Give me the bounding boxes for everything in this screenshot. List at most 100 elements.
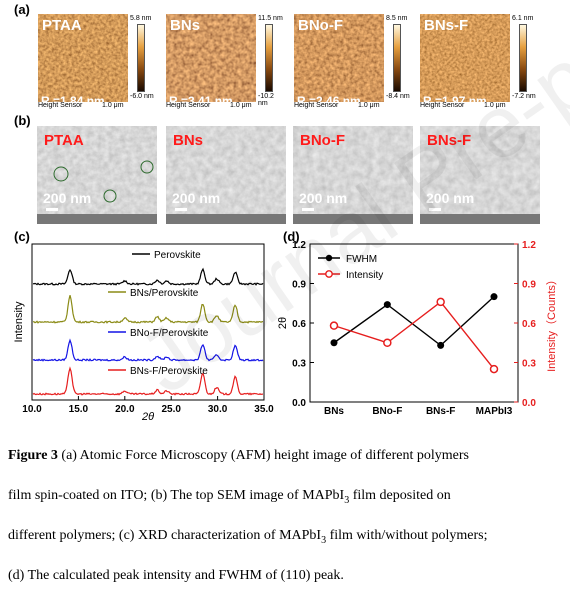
x-category-label: BNo-F	[372, 406, 402, 417]
y-axis-label-left: 2θ	[278, 317, 289, 329]
fwhm-intensity-chart: 0.0 0.0 0.3 0.3 0.6 0.6 0.9 0.9 1.2 1.2 BNs BNo-F BN…	[278, 240, 558, 417]
afm-image-bns: BNs R =3.41 nm 11.5 nm -10.2 nm Height S…	[166, 14, 284, 110]
x-tick-label: 25.0	[161, 404, 181, 415]
legend-label: Perovskite	[154, 250, 201, 261]
caption-text: (a) Atomic Force Microscopy (AFM) height…	[57, 448, 469, 463]
sem-title: BNo-F	[300, 132, 345, 149]
sem-image-bns-f: BNs-F 200 nm	[420, 126, 540, 224]
afm-title: PTAA	[42, 17, 82, 34]
sem-title: PTAA	[44, 132, 84, 149]
sem-image-ptaa: PTAA 200 nm	[37, 126, 157, 224]
afm-image-bno-f: BNo-F R =2.46 nm 8.5 nm -8.4 nm Height S…	[294, 14, 412, 110]
colorbar	[265, 24, 273, 92]
colorbar-max: 5.8 nm	[130, 15, 152, 22]
panel-label-c: (c)	[14, 229, 30, 244]
y-tick-label-left: 0.9	[292, 280, 306, 291]
afm-scale-label: 1.0 μm	[230, 102, 252, 109]
y-tick-label-right: 0.0	[522, 398, 536, 409]
caption-text: film with/without polymers;	[326, 528, 488, 543]
y-tick-label-right: 0.3	[522, 359, 536, 370]
plot-frame	[31, 243, 265, 401]
data-point	[489, 364, 499, 374]
caption-line-3: different polymers; (c) XRD characteriza…	[8, 528, 564, 549]
caption-text: (d) The calculated peak intensity and FW…	[8, 568, 344, 583]
colorbar-min: -7.2 nm	[512, 93, 536, 100]
y-axis-label: Intensity	[13, 301, 25, 342]
sem-info-strip	[293, 214, 413, 224]
afm-height-map	[294, 14, 384, 102]
subscript: 3	[344, 494, 350, 506]
xrd-series-line	[32, 338, 264, 362]
x-tick-label: 20.0	[115, 404, 135, 415]
panel-label-b: (b)	[14, 113, 31, 128]
subscript: 3	[321, 534, 327, 546]
afm-texture	[166, 14, 256, 102]
colorbar	[137, 24, 145, 92]
afm-height-map	[420, 14, 510, 102]
sem-scalebar-label: 200 nm	[426, 190, 475, 206]
sem-scalebar	[175, 208, 187, 211]
afm-roughness: R =1.97 nm	[423, 94, 487, 108]
sem-texture	[37, 126, 157, 224]
legend-label: BNo-F/Perovskite	[130, 328, 209, 339]
afm-sensor-label: Height Sensor	[294, 102, 339, 109]
legend-marker	[325, 254, 333, 262]
afm-roughness: R =3.41 nm	[169, 94, 233, 108]
y-tick-label-left: 0.6	[292, 319, 306, 330]
x-tick-label: 10.0	[22, 404, 42, 415]
afm-height-map	[38, 14, 128, 102]
colorbar-min: -6.0 nm	[130, 93, 154, 100]
sem-texture	[420, 126, 540, 224]
sem-title: BNs	[173, 132, 204, 149]
xrd-series-line	[32, 295, 264, 324]
xrd-series-line	[32, 267, 264, 286]
sem-scalebar	[302, 208, 314, 211]
afm-texture	[294, 14, 384, 102]
sem-scalebar-label: 200 nm	[43, 190, 92, 206]
sem-scalebar	[46, 208, 58, 211]
sem-image-bno-f: BNo-F 200 nm	[293, 126, 413, 224]
data-point	[383, 301, 391, 309]
legend-label: Intensity	[346, 270, 383, 281]
legend-label: BNs-F/Perovskite	[130, 366, 208, 377]
sem-texture	[293, 126, 413, 224]
series-line	[333, 300, 495, 370]
colorbar	[393, 24, 401, 92]
colorbar-max: 11.5 nm	[258, 15, 283, 22]
afm-image-ptaa: PTAA R =1.84 nm 5.8 nm -6.0 nm Height Se…	[38, 14, 156, 110]
data-point	[437, 341, 445, 349]
figure-number: Figure 3	[8, 448, 58, 463]
sem-title: BNs-F	[427, 132, 472, 149]
sem-info-strip	[37, 214, 157, 224]
afm-scale-label: 1.0 μm	[358, 102, 380, 109]
afm-roughness: R =1.84 nm	[41, 94, 105, 108]
x-tick-label: 15.0	[69, 404, 89, 415]
x-category-label: BNs	[324, 406, 344, 417]
colorbar-max: 8.5 nm	[386, 15, 408, 22]
x-tick-label: 35.0	[254, 404, 274, 415]
y-tick-label-right: 1.2	[522, 240, 536, 251]
colorbar	[519, 24, 527, 92]
afm-texture	[420, 14, 510, 102]
afm-height-map	[166, 14, 256, 102]
caption-line-1: Figure 3 (a) Atomic Force Microscopy (AF…	[8, 448, 564, 464]
caption-line-4: (d) The calculated peak intensity and FW…	[8, 568, 564, 584]
y-tick-label-left: 1.2	[292, 240, 306, 251]
panel-label-d: (d)	[283, 229, 300, 244]
sem-info-strip	[166, 214, 286, 224]
colorbar-max: 6.1 nm	[512, 15, 534, 22]
afm-sensor-label: Height Sensor	[420, 102, 465, 109]
caption-text: different polymers; (c) XRD characteriza…	[8, 528, 322, 543]
y-tick-label-right: 0.6	[522, 319, 536, 330]
afm-sensor-label: Height Sensor	[166, 102, 211, 109]
data-point	[490, 293, 498, 301]
x-axis-label: 2θ	[141, 411, 154, 420]
data-point	[330, 339, 338, 347]
sem-scalebar-label: 200 nm	[172, 190, 221, 206]
panel-label-a: (a)	[14, 2, 30, 17]
series-line	[333, 296, 495, 347]
y-axis-label-right: Intensity（Counts）	[545, 274, 558, 372]
x-category-label: BNs-F	[426, 406, 455, 417]
x-category-label: MAPbI3	[476, 406, 513, 417]
afm-scale-label: 1.0 μm	[102, 102, 124, 109]
